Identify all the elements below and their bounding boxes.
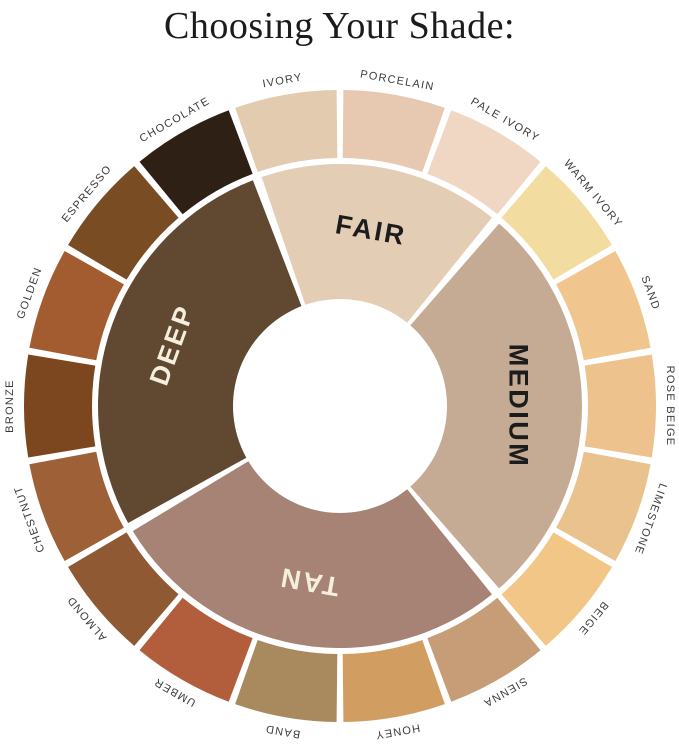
shade-label-bronze: BRONZE <box>4 379 16 433</box>
shade-segment-umber <box>139 597 253 702</box>
shade-segment-golden <box>29 250 124 361</box>
shade-segment-warm-ivory <box>501 166 612 280</box>
category-label-medium: MEDIUM <box>504 344 534 469</box>
shade-segment-beige <box>501 532 612 646</box>
category-wedge-deep <box>98 180 302 523</box>
shade-segment-honey <box>342 639 445 722</box>
shade-segment-almond <box>68 532 179 646</box>
shade-label-ivory: IVORY <box>262 71 304 90</box>
category-wedge-fair <box>261 164 492 323</box>
shade-segment-porcelain <box>342 90 445 173</box>
shade-label-band: BAND <box>264 722 301 740</box>
shade-label-rose-beige: ROSE BEIGE <box>664 366 676 447</box>
shade-segment-bronze <box>24 354 96 458</box>
shade-segment-sienna <box>427 597 541 702</box>
shade-label-porcelain: PORCELAIN <box>359 68 435 93</box>
shade-segment-ivory <box>235 90 338 173</box>
category-wedge-medium <box>410 223 582 589</box>
shade-segment-espresso <box>68 166 179 280</box>
page-title: Choosing Your Shade: <box>164 5 515 47</box>
shade-segment-band <box>235 639 338 722</box>
shade-label-sand: SAND <box>638 274 662 312</box>
shade-segment-limestone <box>556 451 651 562</box>
shade-label-honey: HONEY <box>374 721 421 741</box>
shade-segment-rose-beige <box>584 354 656 458</box>
category-wedge-tan <box>132 461 492 648</box>
shade-segment-chestnut <box>29 451 124 562</box>
shade-segment-chocolate <box>139 110 253 215</box>
shade-segment-pale-ivory <box>427 110 541 215</box>
shade-segment-sand <box>556 250 651 361</box>
